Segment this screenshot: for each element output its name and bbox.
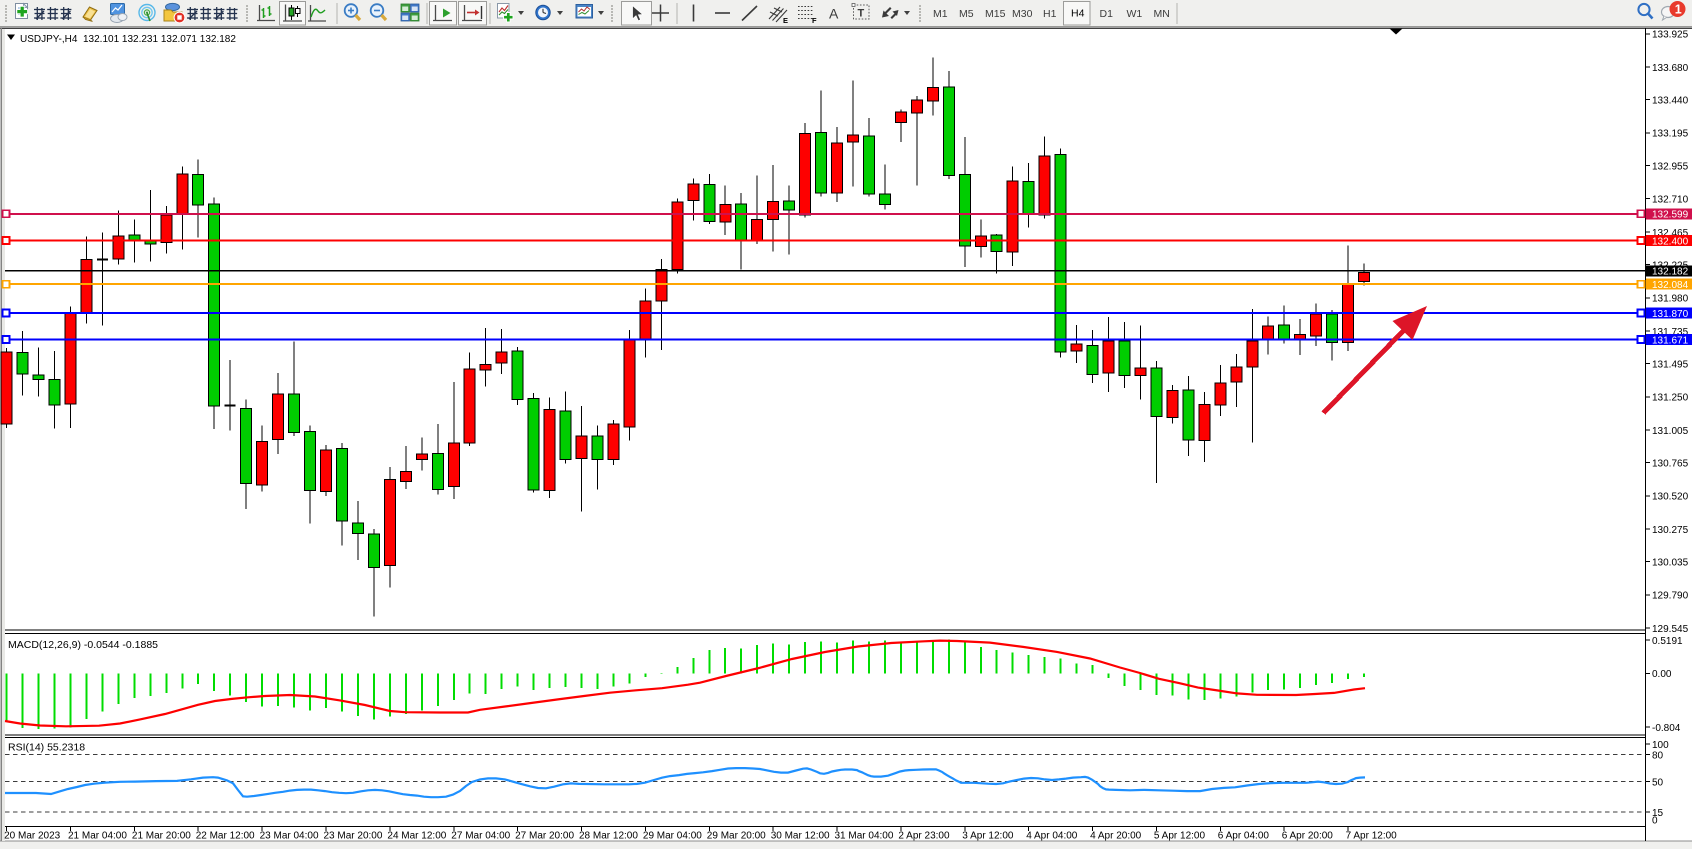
svg-text:131.980: 131.980 bbox=[1652, 294, 1689, 305]
svg-text:50: 50 bbox=[1652, 777, 1664, 788]
svg-text:F: F bbox=[812, 16, 817, 25]
svg-text:29 Mar 20:00: 29 Mar 20:00 bbox=[707, 831, 766, 842]
svg-text:6 Apr 20:00: 6 Apr 20:00 bbox=[1282, 831, 1334, 842]
svg-text:20 Mar 2023: 20 Mar 2023 bbox=[4, 831, 61, 842]
svg-text:132.084: 132.084 bbox=[1652, 280, 1689, 291]
svg-text:6 Apr 04:00: 6 Apr 04:00 bbox=[1218, 831, 1270, 842]
svg-text:132.465: 132.465 bbox=[1652, 228, 1689, 239]
svg-text:133.195: 133.195 bbox=[1652, 129, 1689, 140]
svg-text:132.599: 132.599 bbox=[1652, 210, 1689, 221]
svg-text:132.710: 132.710 bbox=[1652, 195, 1689, 206]
svg-text:MACD(12,26,9) -0.0544 -0.1885: MACD(12,26,9) -0.0544 -0.1885 bbox=[8, 639, 158, 651]
svg-text:24 Mar 12:00: 24 Mar 12:00 bbox=[387, 831, 446, 842]
svg-text:0.00: 0.00 bbox=[1652, 669, 1672, 680]
svg-text:USDJPY-,H4 132.101 132.231 13: USDJPY-,H4 132.101 132.231 132.071 132.1… bbox=[20, 34, 236, 45]
svg-text:133.440: 133.440 bbox=[1652, 96, 1689, 107]
svg-text:A: A bbox=[829, 6, 839, 22]
svg-text:-0.804: -0.804 bbox=[1652, 723, 1681, 734]
svg-text:23 Mar 04:00: 23 Mar 04:00 bbox=[260, 831, 319, 842]
svg-text:29 Mar 04:00: 29 Mar 04:00 bbox=[643, 831, 702, 842]
svg-text:27 Mar 20:00: 27 Mar 20:00 bbox=[515, 831, 574, 842]
svg-text:H1: H1 bbox=[1043, 8, 1057, 20]
svg-text:131.671: 131.671 bbox=[1652, 335, 1689, 346]
svg-text:4 Apr 04:00: 4 Apr 04:00 bbox=[1026, 831, 1078, 842]
svg-text:132.182: 132.182 bbox=[1652, 267, 1689, 278]
svg-text:129.545: 129.545 bbox=[1652, 624, 1689, 635]
svg-text:RSI(14) 55.2318: RSI(14) 55.2318 bbox=[8, 742, 85, 754]
svg-text:W1: W1 bbox=[1127, 8, 1143, 20]
svg-text:M30: M30 bbox=[1012, 8, 1033, 20]
svg-text:4 Apr 20:00: 4 Apr 20:00 bbox=[1090, 831, 1142, 842]
svg-text:21 Mar 20:00: 21 Mar 20:00 bbox=[132, 831, 191, 842]
svg-text:80: 80 bbox=[1652, 751, 1664, 762]
svg-text:27 Mar 04:00: 27 Mar 04:00 bbox=[451, 831, 510, 842]
svg-text:132.955: 132.955 bbox=[1652, 161, 1689, 172]
svg-text:3 Apr 12:00: 3 Apr 12:00 bbox=[962, 831, 1014, 842]
svg-text:28 Mar 12:00: 28 Mar 12:00 bbox=[579, 831, 638, 842]
svg-text:15: 15 bbox=[1652, 808, 1664, 819]
svg-text:D1: D1 bbox=[1100, 8, 1114, 20]
svg-text:21 Mar 04:00: 21 Mar 04:00 bbox=[68, 831, 127, 842]
svg-text:129.790: 129.790 bbox=[1652, 591, 1689, 602]
svg-text:E: E bbox=[783, 16, 788, 25]
svg-text:5 Apr 12:00: 5 Apr 12:00 bbox=[1154, 831, 1206, 842]
svg-text:M5: M5 bbox=[959, 8, 974, 20]
svg-text:131.735: 131.735 bbox=[1652, 327, 1689, 338]
svg-text:132.400: 132.400 bbox=[1652, 236, 1689, 247]
svg-text:0.5191: 0.5191 bbox=[1652, 636, 1683, 647]
svg-text:130.035: 130.035 bbox=[1652, 558, 1689, 569]
svg-text:131.250: 131.250 bbox=[1652, 393, 1689, 404]
svg-text:H4: H4 bbox=[1071, 8, 1085, 20]
svg-text:M1: M1 bbox=[933, 8, 948, 20]
svg-text:131.870: 131.870 bbox=[1652, 309, 1689, 320]
svg-text:131.005: 131.005 bbox=[1652, 426, 1689, 437]
svg-text:23 Mar 20:00: 23 Mar 20:00 bbox=[324, 831, 383, 842]
svg-text:M15: M15 bbox=[985, 8, 1006, 20]
svg-text:131.495: 131.495 bbox=[1652, 359, 1689, 370]
svg-text:22 Mar 12:00: 22 Mar 12:00 bbox=[196, 831, 255, 842]
svg-text:7 Apr 12:00: 7 Apr 12:00 bbox=[1346, 831, 1398, 842]
svg-text:1: 1 bbox=[1675, 2, 1682, 16]
svg-text:130.765: 130.765 bbox=[1652, 458, 1689, 469]
svg-text:30 Mar 12:00: 30 Mar 12:00 bbox=[771, 831, 830, 842]
svg-text:0: 0 bbox=[1652, 815, 1658, 826]
svg-text:T: T bbox=[858, 8, 865, 20]
svg-text:133.680: 133.680 bbox=[1652, 63, 1689, 74]
svg-text:133.925: 133.925 bbox=[1652, 30, 1689, 41]
svg-text:31 Mar 04:00: 31 Mar 04:00 bbox=[835, 831, 894, 842]
svg-text:MN: MN bbox=[1154, 8, 1170, 20]
svg-text:100: 100 bbox=[1652, 740, 1669, 751]
svg-text:130.275: 130.275 bbox=[1652, 525, 1689, 536]
svg-text:130.520: 130.520 bbox=[1652, 492, 1689, 503]
svg-text:2 Apr 23:00: 2 Apr 23:00 bbox=[898, 831, 950, 842]
